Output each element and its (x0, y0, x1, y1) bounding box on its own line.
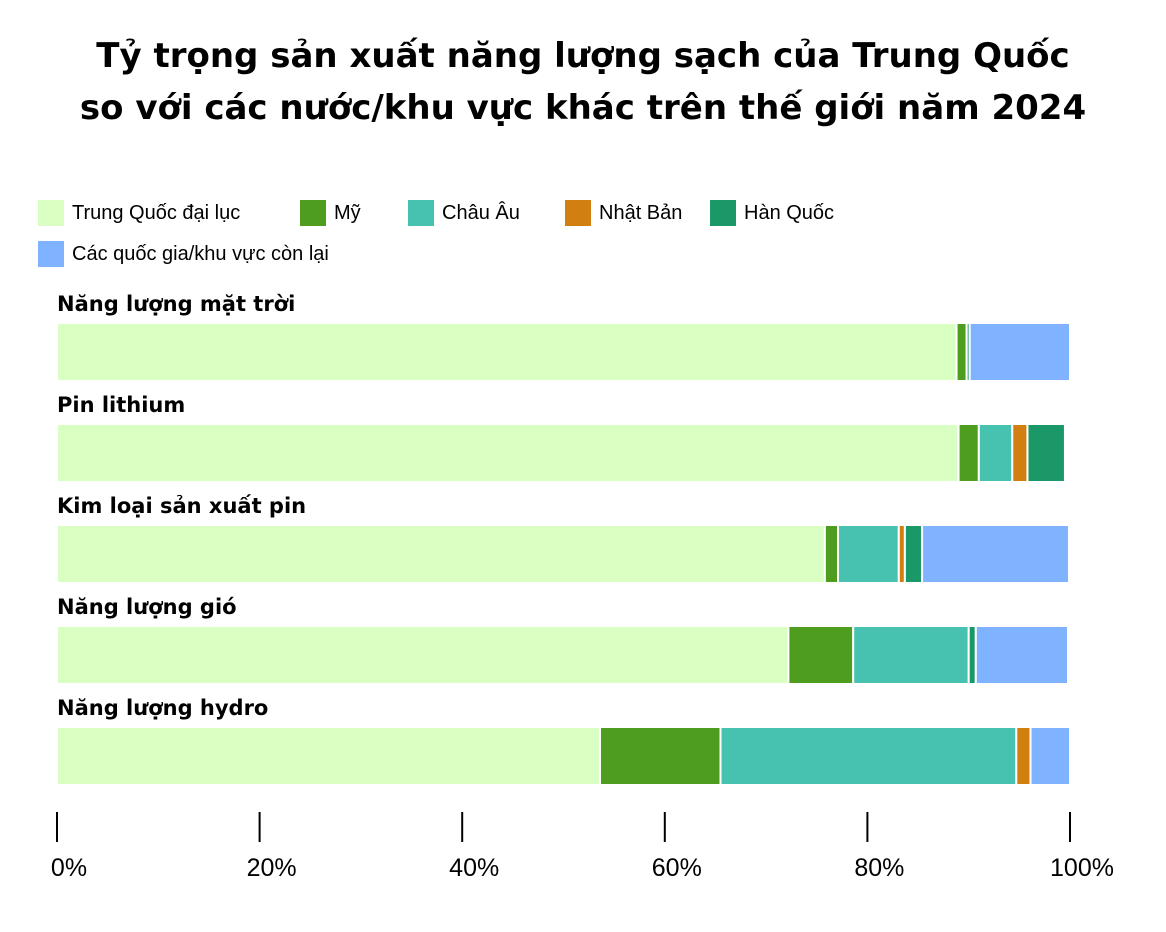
chart-title-line-2: so với các nước/khu vực khác trên thế gi… (79, 88, 1087, 128)
x-tick-label: 0% (51, 854, 87, 882)
bar-segment (56, 322, 958, 382)
category-label: Kim loại sản xuất pin (57, 494, 306, 518)
bar-segment (719, 726, 1018, 786)
bar-segment (1029, 726, 1072, 786)
bar-segment (852, 625, 970, 685)
bar-segment (921, 524, 1070, 584)
category-label: Pin lithium (57, 393, 185, 417)
legend-swatch (408, 200, 434, 226)
legend-item-con-lai: Các quốc gia/khu vực còn lại (38, 241, 329, 267)
legend-label: Các quốc gia/khu vực còn lại (72, 242, 329, 265)
bar-segment (955, 322, 968, 382)
x-tick-label: 100% (1050, 854, 1114, 882)
legend-swatch (38, 200, 64, 226)
legend-item-nhat-ban: Nhật Bản (565, 200, 682, 226)
category-label: Năng lượng hydro (57, 696, 268, 720)
bar-segment (56, 625, 790, 685)
x-tick-label: 20% (247, 854, 297, 882)
chart-title-line-1: Tỷ trọng sản xuất năng lượng sạch của Tr… (96, 36, 1070, 76)
bar-segment (1011, 423, 1029, 483)
legend-item-chau-au: Châu Âu (408, 200, 520, 226)
bar-segment (823, 524, 840, 584)
bar-segment (598, 726, 722, 786)
x-tick-label: 80% (854, 854, 904, 882)
legend-label: Châu Âu (442, 201, 520, 224)
legend-label: Hàn Quốc (744, 201, 835, 224)
bar-segment (903, 524, 924, 584)
bar-segment (1015, 726, 1032, 786)
bar-segment (968, 322, 1072, 382)
chart-title: Tỷ trọng sản xuất năng lượng sạch của Tr… (0, 30, 1166, 134)
legend-swatch (300, 200, 326, 226)
x-tick-label: 60% (652, 854, 702, 882)
legend-label: Mỹ (334, 201, 361, 224)
bar-segment (787, 625, 855, 685)
bar-segment (977, 423, 1014, 483)
bar-segment (974, 625, 1069, 685)
legend-swatch (38, 241, 64, 267)
bar-segment (56, 423, 960, 483)
category-label: Năng lượng gió (57, 595, 237, 619)
legend-label: Nhật Bản (599, 201, 683, 224)
bar-segment (56, 524, 826, 584)
bar-segment (967, 625, 977, 685)
legend-swatch (565, 200, 591, 226)
bar-segment (56, 726, 601, 786)
legend-item-my: Mỹ (300, 200, 361, 226)
bar-segment (1026, 423, 1066, 483)
x-tick-label: 40% (449, 854, 499, 882)
legend-swatch (710, 200, 736, 226)
legend-label: Trung Quốc đại lục (72, 201, 241, 224)
bar-segment (837, 524, 900, 584)
bar-segment (957, 423, 980, 483)
legend-item-han-quoc: Hàn Quốc (710, 200, 834, 226)
legend-item-trung-quoc: Trung Quốc đại lục (38, 200, 240, 226)
category-label: Năng lượng mặt trời (57, 292, 295, 316)
